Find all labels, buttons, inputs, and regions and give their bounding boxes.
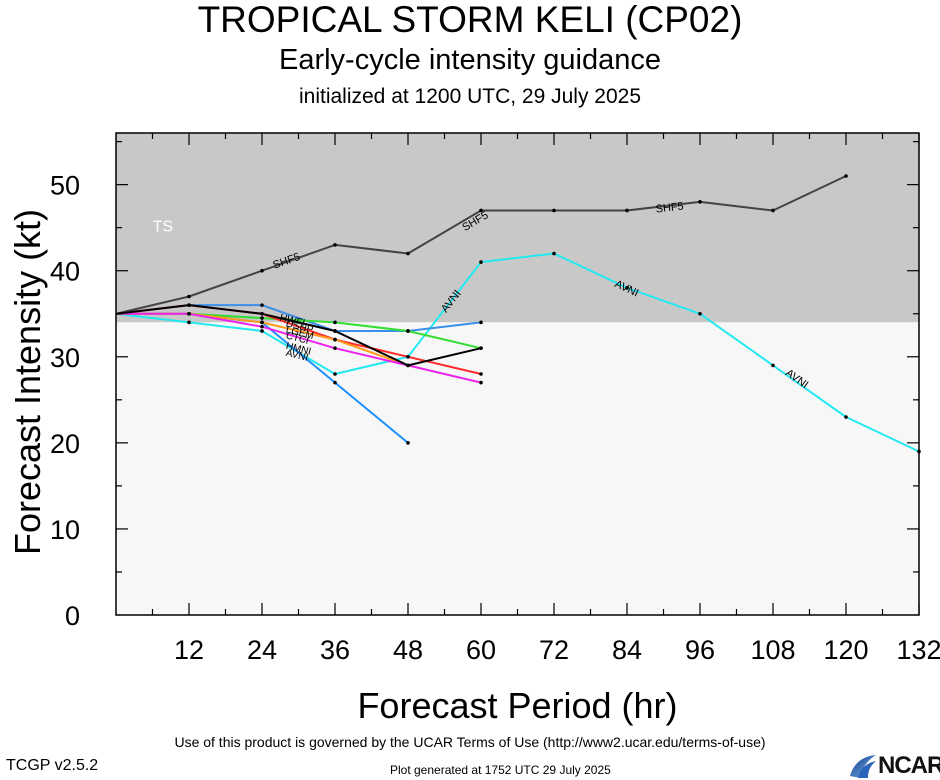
data-point	[260, 329, 264, 333]
x-tick-label: 96	[685, 635, 715, 665]
data-point	[698, 200, 702, 204]
data-point	[260, 268, 264, 273]
model-label: CTCI	[285, 331, 310, 347]
data-point	[333, 320, 337, 325]
data-point	[333, 329, 337, 333]
data-point	[698, 311, 702, 316]
data-point	[625, 208, 629, 213]
y-tick-label: 40	[50, 257, 80, 287]
chart-subtitle: Early-cycle intensity guidance	[278, 44, 661, 76]
data-point	[479, 320, 483, 325]
data-point	[260, 311, 264, 316]
data-point	[771, 208, 775, 213]
series-label-group: SHF5	[655, 200, 684, 215]
x-tick-label: 72	[539, 635, 569, 665]
y-tick-label: 0	[65, 601, 80, 631]
data-point	[333, 380, 337, 385]
data-point	[479, 372, 483, 376]
x-tick-label: 120	[823, 635, 868, 665]
data-point	[625, 286, 629, 290]
y-tick-label: 50	[50, 171, 80, 201]
series-line-avni	[115, 252, 920, 453]
data-point	[406, 441, 410, 445]
y-tick-label: 30	[50, 343, 80, 373]
data-point	[479, 346, 483, 350]
plot-generated-time: Plot generated at 1752 UTC 29 July 2025	[390, 763, 611, 777]
data-point	[260, 316, 264, 320]
intensity-band-1	[116, 322, 919, 615]
y-axis-label: Forecast Intensity (kt)	[7, 209, 48, 555]
series-line-8	[115, 304, 482, 367]
x-tick-label: 132	[896, 635, 940, 665]
intensity-band-0	[116, 133, 919, 323]
version-label: TCGP v2.5.2	[6, 757, 99, 774]
model-label: AVNI	[285, 348, 310, 364]
series-label-shf5: SHF5	[655, 200, 684, 215]
data-point	[406, 251, 410, 256]
data-point	[333, 346, 337, 350]
x-tick-label: 24	[247, 635, 277, 665]
x-tick-label: 12	[174, 635, 204, 665]
ncar-swoosh-icon	[850, 755, 876, 778]
y-tick-label: 10	[50, 515, 80, 545]
x-tick-label: 48	[393, 635, 423, 665]
data-point	[844, 174, 848, 178]
data-point	[406, 329, 410, 333]
data-point	[333, 372, 337, 376]
data-point	[479, 208, 483, 213]
x-tick-label: 84	[612, 635, 642, 665]
data-point	[260, 303, 264, 307]
data-point	[771, 363, 775, 368]
data-point	[552, 208, 556, 213]
data-point	[406, 354, 410, 359]
data-point	[479, 260, 483, 264]
x-tick-label: 36	[320, 635, 350, 665]
initialization-time: initialized at 1200 UTC, 29 July 2025	[298, 85, 642, 108]
ncar-logo-text: NCAR	[878, 752, 940, 779]
data-point	[333, 243, 337, 247]
series-line-7	[116, 312, 482, 384]
x-tick-label: 60	[466, 635, 496, 665]
ncar-logo: NCAR	[848, 752, 940, 780]
data-point	[333, 337, 337, 342]
data-point	[187, 294, 191, 299]
data-point	[552, 251, 556, 256]
chart-title: TROPICAL STORM KELI (CP02)	[197, 0, 743, 40]
data-point	[406, 363, 410, 368]
x-tick-label: 108	[750, 635, 795, 665]
y-tick-label: 20	[50, 429, 80, 459]
x-axis-label: Forecast Period (hr)	[357, 685, 677, 726]
data-point	[479, 380, 483, 385]
data-point	[187, 311, 191, 316]
terms-of-use-notice: Use of this product is governed by the U…	[174, 734, 766, 750]
data-point	[260, 320, 264, 325]
data-point	[844, 415, 848, 419]
category-label-ts: TS	[153, 219, 173, 236]
data-point	[187, 320, 191, 325]
data-point	[260, 324, 264, 329]
data-point	[187, 303, 191, 307]
